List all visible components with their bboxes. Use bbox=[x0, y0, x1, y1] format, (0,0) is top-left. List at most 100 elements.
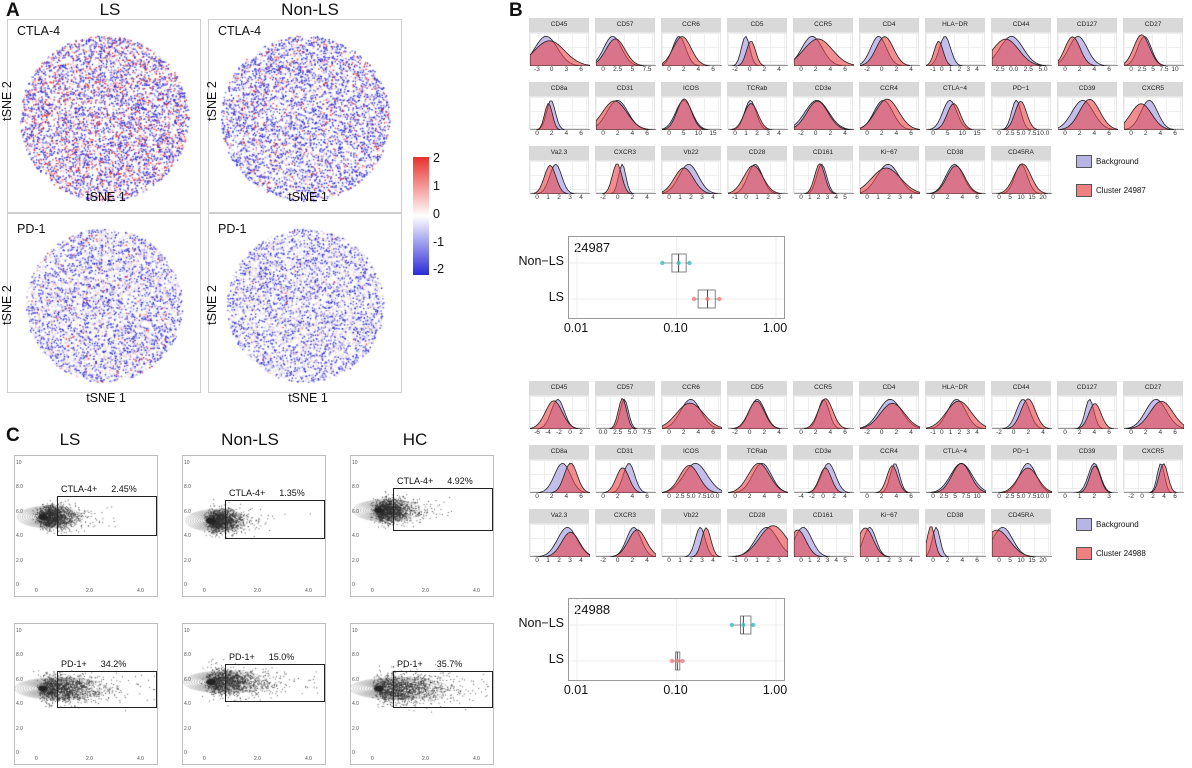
density-legend: Background Cluster 24987 bbox=[1076, 153, 1186, 200]
density-plot-area bbox=[991, 96, 1052, 130]
density-background bbox=[530, 100, 590, 130]
density-tick: 0 bbox=[799, 557, 803, 564]
density-cluster bbox=[662, 527, 722, 557]
density-cluster bbox=[728, 103, 788, 130]
density-tick: 5.0 bbox=[627, 429, 637, 436]
colorbar-tick: -1 bbox=[433, 235, 445, 249]
density-plot-area bbox=[925, 523, 986, 557]
density-tick: 2 bbox=[747, 493, 752, 500]
density-tick: 10 bbox=[694, 130, 702, 137]
legend-label: Background bbox=[1096, 157, 1139, 167]
density-ticks: -2 0 2 4 bbox=[793, 129, 853, 140]
density-panel-hla−dr: HLA−DR -1 0 1 2 3 4 bbox=[925, 381, 986, 439]
panel-a-letter: A bbox=[6, 0, 20, 21]
boxplot-24987: 24987 bbox=[568, 236, 785, 319]
density-cluster bbox=[794, 529, 854, 557]
density-panel-cxcr3: CXCR3 -2 0 2 4 bbox=[595, 146, 656, 204]
density-panel-cd38: CD38 0 2 4 6 bbox=[925, 146, 986, 204]
density-tick: 4 bbox=[834, 557, 838, 564]
density-tick: 2 bbox=[630, 557, 635, 564]
density-tick: 4 bbox=[1041, 429, 1045, 436]
density-ticks: -3 0 3 6 bbox=[529, 65, 589, 76]
density-tick: 5.0 bbox=[1016, 130, 1026, 137]
density-tick: 1 bbox=[948, 66, 953, 73]
density-cluster bbox=[728, 462, 788, 493]
density-tick: 2 bbox=[945, 194, 950, 201]
density-cluster bbox=[992, 100, 1052, 130]
density-tick: 2 bbox=[762, 429, 767, 436]
density-tick: 0 bbox=[667, 66, 671, 73]
density-ticks: 0 2 4 6 bbox=[1057, 129, 1117, 140]
flow-ytick: 8.0 bbox=[352, 484, 359, 491]
density-cluster bbox=[728, 165, 788, 194]
density-ticks: 0 2 4 6 bbox=[595, 492, 655, 503]
density-strip-label: CD38 bbox=[925, 146, 985, 160]
density-tick: 0 bbox=[568, 429, 572, 436]
flow-ytick: 0 bbox=[16, 750, 19, 756]
density-ticks: 0 5 10 15 bbox=[661, 129, 721, 140]
colorbar-gradient bbox=[413, 157, 429, 275]
density-tick: 2.5 bbox=[613, 429, 623, 436]
boxplot-point bbox=[660, 260, 665, 266]
density-ticks: 0 2 4 6 bbox=[1123, 129, 1183, 140]
density-tick: 1 bbox=[876, 194, 880, 201]
density-tick: 4 bbox=[645, 194, 649, 201]
density-tick: 0 bbox=[997, 493, 1001, 500]
density-tick: 0 bbox=[601, 493, 605, 500]
density-panel-tcrab: TCRab 0 2 4 6 bbox=[727, 445, 788, 503]
density-tick: 4 bbox=[960, 194, 965, 201]
density-tick: 10 bbox=[1017, 557, 1025, 564]
density-cluster bbox=[530, 462, 590, 493]
density-ticks: 0 2 4 6 bbox=[793, 65, 853, 76]
density-strip-label: CD45 bbox=[529, 18, 589, 32]
density-tick: -2 bbox=[600, 194, 606, 201]
density-tick: 2 bbox=[887, 557, 891, 564]
flow-xtick: 0 bbox=[203, 756, 206, 762]
flow-gate bbox=[393, 671, 493, 708]
density-tick: 4 bbox=[909, 557, 913, 564]
tsne-scatter-ls-ctla4 bbox=[8, 20, 200, 212]
boxplot-point bbox=[729, 622, 735, 628]
density-tick: 3 bbox=[825, 557, 830, 564]
density-cluster bbox=[728, 400, 788, 429]
density-tick: 2 bbox=[828, 130, 833, 137]
density-plot-area bbox=[661, 523, 722, 557]
gate-percent: 15.0% bbox=[268, 652, 295, 662]
density-panel-ki−67: Ki−67 0 1 2 3 4 bbox=[859, 509, 920, 567]
density-cluster bbox=[794, 398, 854, 429]
density-panel-pd−1: PD−1 0 2.5 5.0 7.5 10.0 bbox=[991, 445, 1052, 503]
density-cluster bbox=[992, 467, 1052, 493]
density-panel-cd27: CD27 0 2 4 6 bbox=[1123, 381, 1184, 439]
density-cluster bbox=[860, 527, 920, 557]
density-tick: 2 bbox=[557, 194, 561, 201]
density-tick: 5.0 bbox=[686, 493, 696, 500]
density-cluster bbox=[794, 38, 854, 66]
legend-key-icon bbox=[1076, 155, 1092, 169]
density-tick: -4 bbox=[545, 429, 551, 436]
density-tick: 1 bbox=[807, 194, 812, 201]
density-strip-label: CCR6 bbox=[661, 381, 721, 395]
density-strip-label: CD161 bbox=[793, 146, 853, 160]
gate-name: CTLA-4+ bbox=[229, 488, 266, 498]
density-panel-vb22: Vb22 0 1 2 3 4 bbox=[661, 146, 722, 204]
density-ticks: 0 2 4 6 bbox=[529, 129, 589, 140]
density-cluster bbox=[596, 38, 656, 66]
density-tick: 3 bbox=[777, 194, 781, 201]
density-tick: -2 bbox=[600, 557, 606, 564]
boxplot-box-1 bbox=[691, 289, 722, 309]
density-curves bbox=[926, 398, 986, 429]
density-strip-label: CD8a bbox=[529, 82, 589, 96]
density-curves bbox=[794, 100, 854, 130]
flow-ytick: 10 bbox=[16, 628, 22, 634]
flow-ytick: 4.0 bbox=[184, 701, 191, 708]
density-plot-area bbox=[1123, 459, 1184, 493]
density-tick: -2 bbox=[864, 429, 870, 436]
density-tick: 6 bbox=[777, 493, 781, 500]
density-panel-ki−67: Ki−67 0 1 2 3 4 bbox=[859, 146, 920, 204]
density-ticks: 0 2 4 6 bbox=[595, 129, 655, 140]
colorbar-tick: 1 bbox=[433, 179, 440, 193]
panel-c-letter: C bbox=[6, 425, 20, 446]
boxplot-svg bbox=[569, 599, 784, 680]
density-panel-tcrab: TCRab 0 1 2 3 4 bbox=[727, 82, 788, 140]
flow-ytick: 10 bbox=[184, 460, 190, 466]
